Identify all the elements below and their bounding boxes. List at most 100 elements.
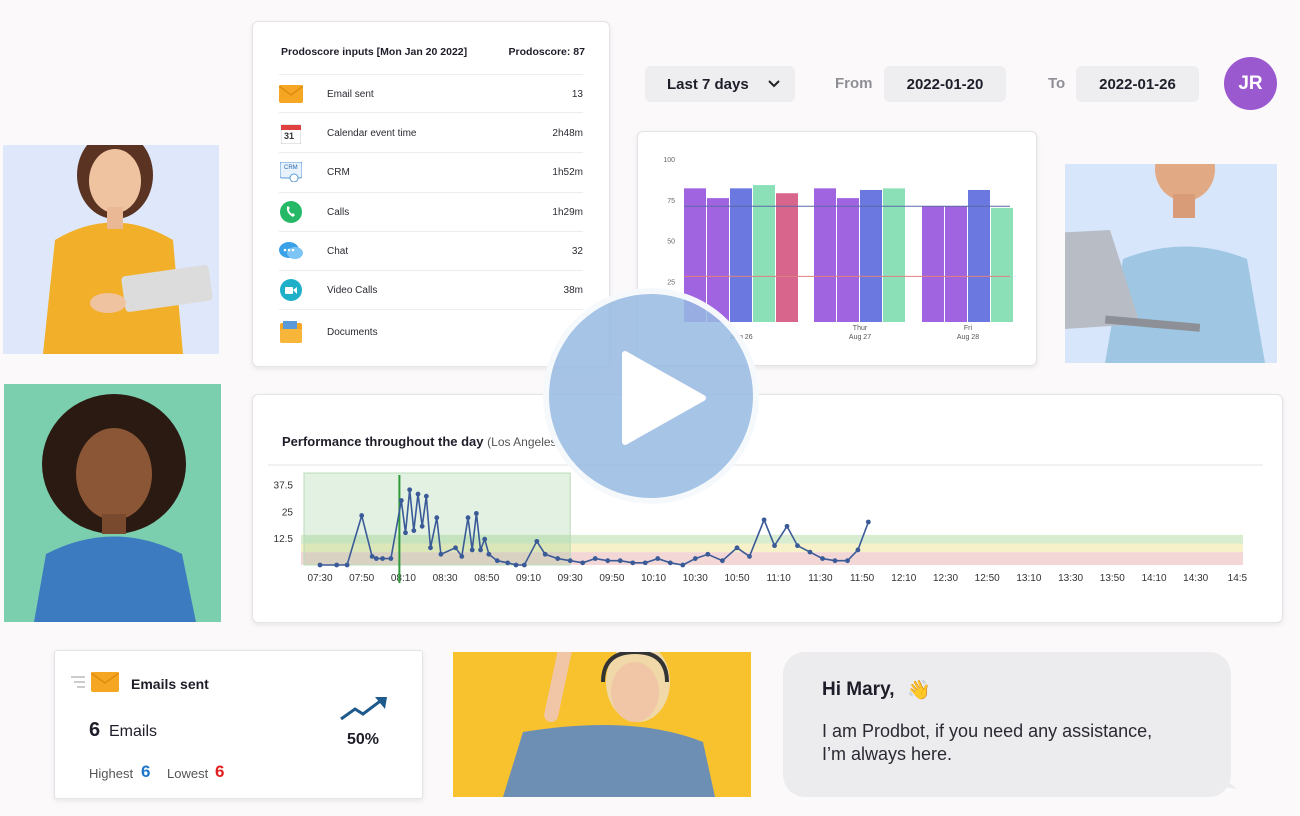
avatar[interactable]: JR	[1224, 57, 1277, 110]
from-label: From	[835, 75, 873, 92]
calendar-icon: 31	[279, 122, 303, 144]
photo-man-laptop	[1065, 164, 1277, 363]
data-point	[630, 560, 636, 566]
data-point	[617, 558, 623, 564]
data-point	[407, 487, 413, 493]
data-point	[428, 545, 433, 551]
range-value: Last 7 days	[667, 75, 749, 93]
x-tick-label: Fri	[964, 325, 973, 332]
emails-sent-card: Emails sent 6 Emails 50% Highest 6 Lowes…	[54, 650, 423, 799]
x-tick-label: 11:50	[850, 573, 875, 584]
input-row-calls[interactable]: Calls 1h29m	[279, 192, 583, 231]
x-tick-label: 10:10	[641, 573, 666, 584]
chat-line-2: I’m always here.	[822, 744, 953, 764]
data-point	[398, 498, 404, 503]
chat-greeting: Hi Mary,	[822, 679, 895, 700]
to-date-value: 2022-01-26	[1099, 75, 1176, 93]
lowest-label: Lowest	[167, 766, 209, 781]
data-point	[642, 560, 648, 566]
x-tick-label: 14:5	[1228, 573, 1248, 584]
bar	[776, 193, 798, 322]
input-row-chat[interactable]: Chat 32	[279, 231, 583, 270]
x-tick-label: 09:10	[516, 573, 541, 584]
bar	[945, 206, 967, 322]
emails-count: 6	[89, 719, 101, 741]
input-label: Documents	[327, 326, 378, 338]
envelope-icon	[91, 672, 119, 692]
bar	[922, 206, 944, 322]
y-tick-label: 25	[667, 279, 675, 286]
x-tick-label: 07:50	[349, 573, 374, 584]
prodoscore-value: Prodoscore: 87	[508, 46, 585, 58]
bar	[860, 189, 882, 322]
data-point	[747, 554, 752, 559]
calendar-day: 31	[284, 131, 295, 141]
data-point	[388, 556, 394, 561]
crm-icon: CRM	[279, 161, 303, 183]
input-row-email[interactable]: Email sent 13	[279, 74, 583, 113]
data-point	[369, 554, 375, 559]
x-tick-label: 07:30	[307, 573, 332, 584]
data-point	[423, 493, 429, 499]
data-point	[865, 519, 871, 525]
photo-woman-curly	[4, 384, 221, 622]
from-date-field[interactable]: 2022-01-20	[884, 66, 1006, 102]
x-tick-label: 13:10	[1016, 573, 1041, 584]
input-row-calendar[interactable]: 31 Calendar event time 2h48m	[279, 112, 583, 153]
performance-chart: 37.5 25 12.5 07:30 07:50 08:10 08:30 08:50 09:10…	[268, 464, 1263, 584]
y-tick-label: 25	[282, 507, 294, 518]
x-tick-label: 13:30	[1058, 573, 1083, 584]
data-point	[820, 556, 825, 561]
photo-woman-headset	[453, 652, 751, 797]
envelope-icon	[279, 83, 303, 105]
highest-value: 6	[141, 762, 151, 781]
x-tick-date: Aug 27	[849, 334, 871, 341]
play-icon	[622, 351, 706, 445]
performance-card: Performance throughout the day (Los Ange…	[252, 394, 1283, 623]
input-row-crm[interactable]: CRM CRM 1h52m	[279, 152, 583, 191]
data-point	[605, 558, 611, 564]
chatbot-bubble[interactable]: Hi Mary, 👋 I am Prodbot, if you need any…	[783, 652, 1237, 797]
data-point	[513, 562, 519, 568]
data-point	[453, 545, 458, 551]
lowest-value: 6	[215, 762, 225, 781]
input-value: 1h29m	[552, 206, 583, 218]
to-date-field[interactable]: 2022-01-26	[1076, 66, 1199, 102]
bar	[968, 189, 990, 322]
trend-up-icon	[340, 697, 387, 721]
y-tick-label: 50	[667, 239, 675, 246]
data-point	[542, 551, 548, 557]
performance-title: Performance throughout the day (Los Ange…	[282, 434, 561, 449]
bubble-tail	[1211, 767, 1237, 789]
x-tick-label: 08:30	[433, 573, 458, 584]
data-point	[832, 558, 838, 564]
bar	[684, 188, 706, 322]
x-tick-label: 14:30	[1183, 573, 1208, 584]
data-point	[482, 536, 488, 542]
folder-icon	[279, 321, 303, 343]
data-point	[373, 556, 379, 561]
bar	[707, 198, 729, 322]
x-tick-label: 09:30	[558, 573, 583, 584]
bar	[730, 188, 752, 322]
y-tick-label: 37.5	[274, 480, 294, 491]
data-point	[380, 556, 385, 561]
play-button[interactable]	[543, 288, 759, 504]
bar	[991, 207, 1013, 322]
data-point	[592, 556, 598, 561]
x-tick-label: 08:10	[391, 573, 416, 584]
range-dropdown[interactable]: Last 7 days	[645, 66, 795, 102]
data-point	[807, 549, 813, 555]
input-row-documents[interactable]: Documents	[279, 309, 583, 354]
data-point	[473, 511, 479, 516]
input-label: Calendar event time	[327, 127, 417, 139]
input-label: Email sent	[327, 88, 374, 100]
band-mid	[301, 543, 1243, 553]
data-point	[486, 551, 492, 557]
data-point	[403, 530, 408, 536]
input-row-video[interactable]: Video Calls 38m	[279, 270, 583, 309]
bar	[837, 198, 859, 322]
data-point	[359, 513, 365, 518]
data-point	[438, 551, 444, 557]
